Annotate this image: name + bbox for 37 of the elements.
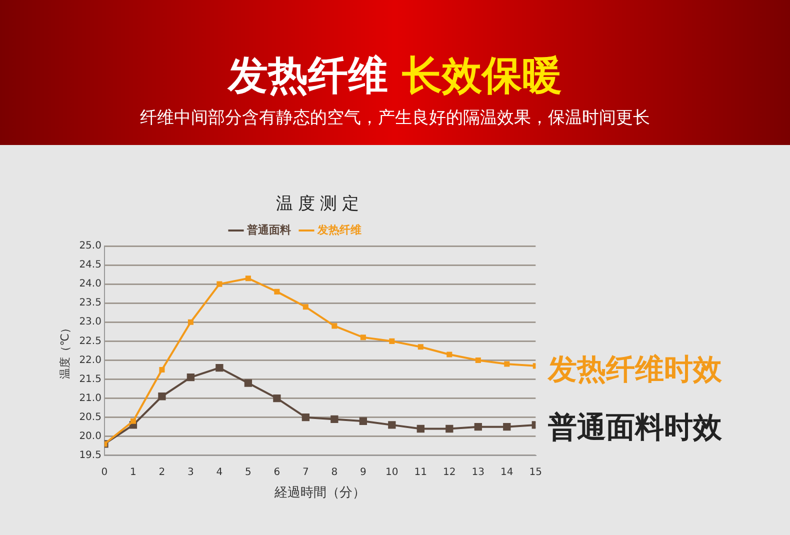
y-tick-label: 25.0 — [79, 240, 102, 252]
x-tick-label: 0 — [101, 466, 108, 478]
x-axis-title: 経過時間（分） — [274, 486, 366, 501]
x-tick-label: 4 — [216, 466, 223, 478]
text: 普通面料时效 — [548, 409, 722, 446]
text: 发热纤维时效 — [548, 351, 722, 388]
x-tick-label: 7 — [302, 466, 309, 478]
x-tick-label: 10 — [386, 466, 398, 478]
x-tick-label: 5 — [245, 466, 252, 478]
y-tick-label: 20.5 — [79, 412, 102, 423]
y-tick-label: 24.0 — [79, 278, 102, 290]
y-tick-label: 21.5 — [79, 374, 102, 385]
x-tick-label: 2 — [158, 466, 166, 478]
y-axis-title: 温度（℃） — [58, 322, 72, 379]
y-tick-label: 23.5 — [79, 298, 102, 309]
y-tick-label: 23.0 — [79, 316, 102, 328]
legend-label: 普通面料 — [246, 223, 291, 236]
x-tick-label: 8 — [331, 466, 338, 478]
y-tick-label: 22.0 — [79, 354, 102, 366]
x-tick-label: 15 — [529, 466, 542, 478]
y-tick-label: 24.5 — [79, 260, 102, 271]
x-tick-label: 1 — [130, 466, 136, 478]
y-tick-label: 19.5 — [79, 450, 102, 461]
y-tick-label: 21.0 — [79, 392, 102, 404]
text: 温度测定 — [275, 193, 365, 215]
chart-subtitle: 纤维中间部分含有静态的空气，产生良好的隔温效果，保温时间更长 — [139, 107, 651, 129]
x-tick-label: 12 — [443, 466, 456, 478]
x-tick-label: 11 — [414, 466, 428, 478]
x-tick-label: 6 — [274, 466, 280, 478]
x-tick-label: 9 — [360, 466, 366, 478]
y-tick-label: 22.5 — [79, 336, 102, 347]
legend-label: 发热纤维 — [316, 223, 362, 236]
chart-title: 发热纤维 长效保暖 — [228, 53, 562, 99]
y-tick-label: 20.0 — [79, 430, 102, 442]
x-tick-label: 14 — [500, 466, 514, 478]
x-tick-label: 3 — [188, 466, 194, 478]
x-tick-label: 13 — [472, 466, 485, 478]
